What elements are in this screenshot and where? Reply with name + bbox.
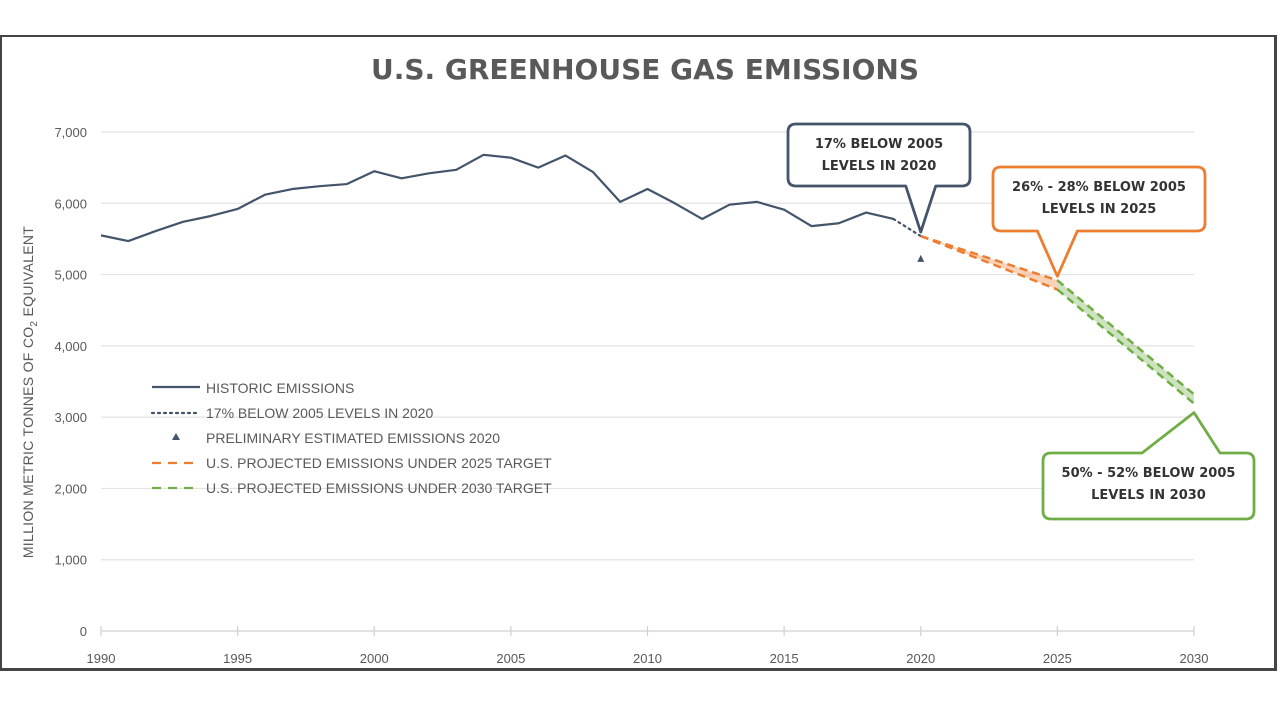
target-2030-upper-line — [1056, 279, 1195, 396]
series-2025-target — [920, 234, 1058, 291]
callout-2025: 26% - 28% BELOW 2005 LEVELS IN 2025 — [991, 165, 1207, 278]
callout-text-2020: 17% BELOW 2005 — [815, 137, 943, 152]
x-tick-label: 1995 — [223, 651, 252, 666]
y-tick-label: 7,000 — [54, 125, 87, 140]
legend-label: U.S. PROJECTED EMISSIONS UNDER 2030 TARG… — [206, 480, 552, 496]
callout-text-2025: 26% - 28% BELOW 2005 — [1012, 180, 1186, 195]
x-axis: 1990 1995 2000 2005 2010 2015 2020 2025 2030 — [87, 626, 1209, 666]
callout-text-2020: LEVELS IN 2020 — [822, 159, 937, 174]
series-group — [100, 153, 1195, 405]
target-2030-lower-line — [1056, 288, 1195, 405]
x-tick-label: 1990 — [87, 651, 116, 666]
target-2020-dotted-line — [892, 217, 922, 238]
callout-box-2025 — [991, 165, 1207, 278]
target-2030-band — [1057, 280, 1194, 404]
legend-label: HISTORIC EMISSIONS — [206, 380, 354, 396]
x-tick-label: 2025 — [1043, 651, 1072, 666]
y-tick-label: 2,000 — [54, 481, 87, 496]
legend-label: U.S. PROJECTED EMISSIONS UNDER 2025 TARG… — [206, 455, 552, 471]
callout-box-2030 — [1041, 411, 1256, 521]
callout-2020: 17% BELOW 2005 LEVELS IN 2020 — [786, 122, 972, 234]
x-tick-label: 2020 — [906, 651, 935, 666]
legend-item: U.S. PROJECTED EMISSIONS UNDER 2025 TARG… — [152, 455, 552, 471]
legend-item: 17% BELOW 2005 LEVELS IN 2020 — [150, 405, 433, 421]
y-tick-label: 1,000 — [54, 553, 87, 568]
preliminary-2020-marker — [917, 254, 925, 262]
target-2025-lower-line — [920, 234, 1058, 291]
y-axis-ticks: 0 1,000 2,000 3,000 4,000 5,000 6,000 7,000 — [54, 125, 87, 639]
y-tick-label: 3,000 — [54, 410, 87, 425]
callout-text-2030: 50% - 52% BELOW 2005 — [1062, 466, 1236, 481]
legend-swatch-triangle — [172, 433, 180, 440]
chart-frame — [0, 35, 1277, 671]
callout-box-2020 — [786, 122, 972, 234]
series-historic-emissions — [100, 153, 894, 243]
legend-label: 17% BELOW 2005 LEVELS IN 2020 — [206, 405, 433, 421]
y-tick-label: 5,000 — [54, 268, 87, 283]
legend-item: PRELIMINARY ESTIMATED EMISSIONS 2020 — [172, 430, 500, 446]
callout-text-2030: LEVELS IN 2030 — [1091, 488, 1206, 503]
y-tick-label: 6,000 — [54, 196, 87, 211]
y-tick-label: 0 — [80, 624, 87, 639]
y-tick-label: 4,000 — [54, 339, 87, 354]
legend-label: PRELIMINARY ESTIMATED EMISSIONS 2020 — [206, 430, 500, 446]
x-tick-label: 2000 — [360, 651, 389, 666]
x-tick-label: 2005 — [496, 651, 525, 666]
y-axis-label: MILLION METRIC TONNES OF CO2 EQUIVALENT — [20, 226, 40, 558]
callout-text-2025: LEVELS IN 2025 — [1042, 202, 1157, 217]
callout-2030: 50% - 52% BELOW 2005 LEVELS IN 2030 — [1041, 411, 1256, 521]
x-tick-label: 2030 — [1180, 651, 1209, 666]
series-preliminary-2020 — [917, 254, 925, 262]
legend: HISTORIC EMISSIONS 17% BELOW 2005 LEVELS … — [150, 380, 552, 496]
target-2025-upper-line — [920, 234, 1058, 282]
callouts: 17% BELOW 2005 LEVELS IN 2020 26% - 28% BE… — [786, 122, 1256, 521]
historic-emissions-line — [100, 153, 894, 243]
chart-title: U.S. GREENHOUSE GAS EMISSIONS — [371, 53, 919, 86]
x-tick-label: 2015 — [770, 651, 799, 666]
series-2030-target — [1056, 279, 1195, 405]
legend-item: U.S. PROJECTED EMISSIONS UNDER 2030 TARG… — [152, 480, 552, 496]
series-2020-target — [892, 217, 922, 238]
legend-item: HISTORIC EMISSIONS — [152, 380, 354, 396]
x-tick-label: 2010 — [633, 651, 662, 666]
